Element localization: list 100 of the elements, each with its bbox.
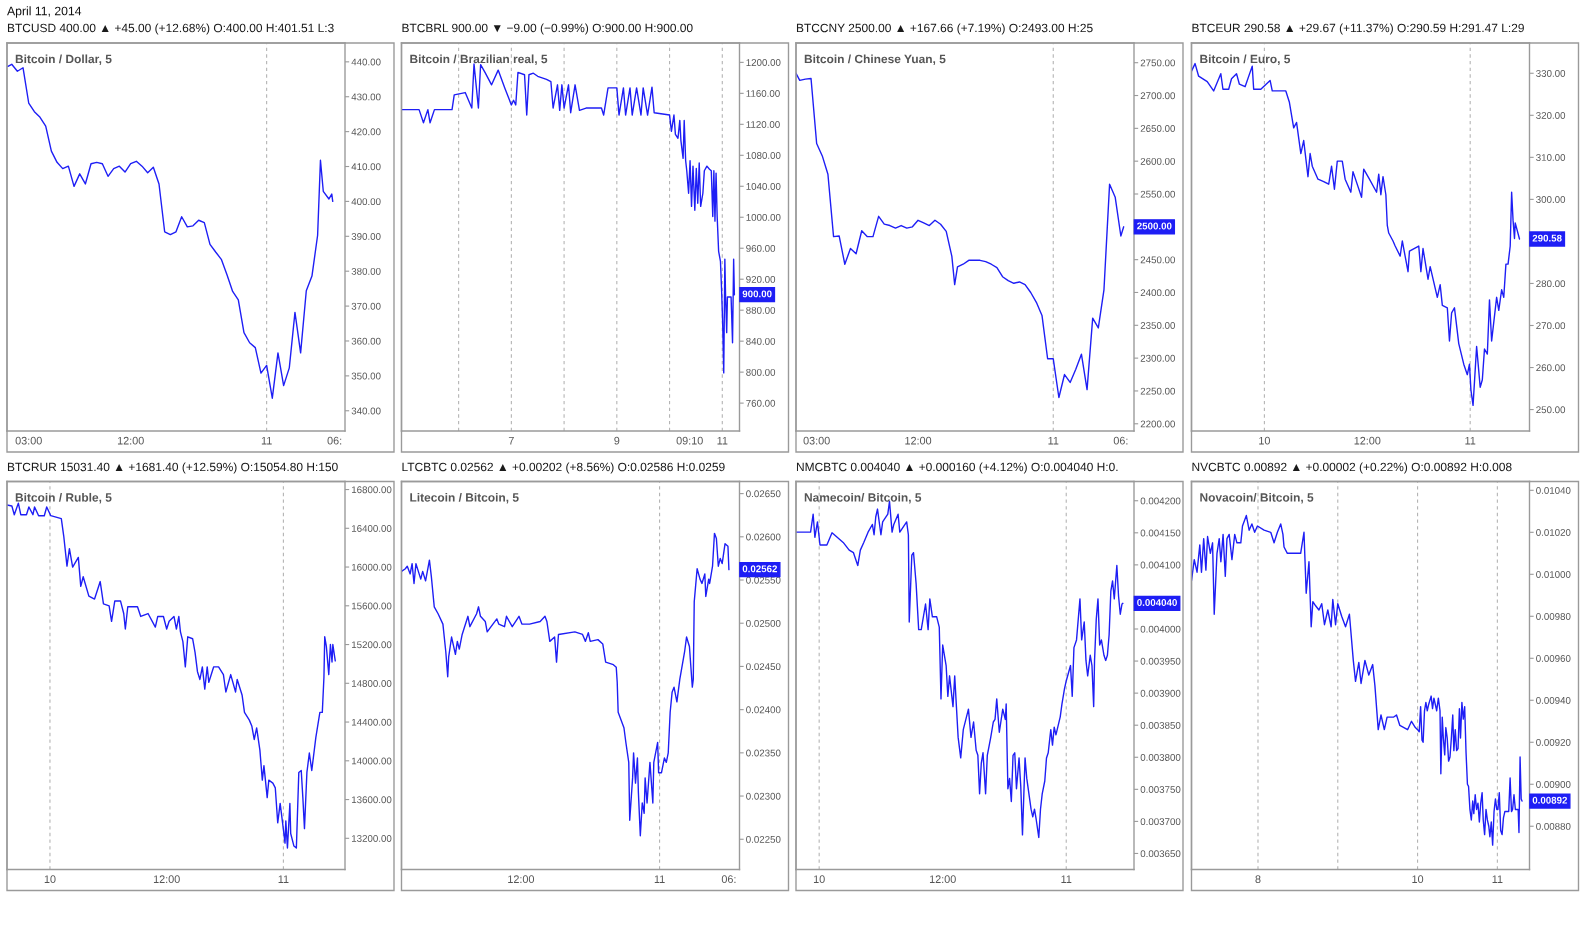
x-tick-label: 12:00	[1354, 436, 1381, 445]
y-tick-label: 2450.00	[1140, 256, 1176, 264]
y-tick-label: 14400.00	[351, 718, 392, 726]
y-tick-label: 0.00920	[1536, 739, 1571, 746]
y-tick-label: 2750.00	[1140, 59, 1176, 67]
y-tick-label: 0.004100	[1140, 561, 1181, 569]
x-tick-label: 12:00	[905, 436, 932, 445]
y-tick-label: 360.00	[351, 337, 381, 345]
y-tick-label: 0.004150	[1140, 529, 1181, 537]
text: Novacoin/ Bitcoin, 5	[1200, 492, 1314, 504]
y-tick-label: 0.003950	[1140, 657, 1181, 665]
y-tick-label: 250.00	[1536, 406, 1566, 414]
y-tick-label: 0.00880	[1536, 822, 1571, 830]
y-tick-label: 0.004200	[1140, 497, 1181, 505]
line-series	[7, 502, 336, 849]
y-tick-label: 0.003900	[1140, 689, 1181, 697]
x-tick-label: 10	[1259, 436, 1270, 445]
data-label: 2500.00	[1137, 222, 1172, 230]
text: Bitcoin / Dollar, 5	[15, 54, 112, 65]
text: Litecoin / Bitcoin, 5	[410, 492, 519, 504]
text: Bitcoin / Euro, 5	[1200, 54, 1291, 65]
x-tick-label: 11	[1061, 875, 1072, 883]
y-tick-label: 760.00	[746, 399, 776, 407]
x-tick-label: 11	[278, 875, 289, 883]
chart-title: NVCBTC 0.00892 ▲ +0.00002 (+0.22%) O:0.00892 H:0.008	[1192, 462, 1512, 474]
y-tick-label: 16400.00	[351, 525, 392, 532]
y-tick-label: 0.003650	[1140, 850, 1181, 858]
data-label: 900.00	[742, 290, 772, 298]
x-tick-label: 12:00	[117, 436, 144, 445]
y-tick-label: 2300.00	[1140, 354, 1176, 362]
y-tick-label: 310.00	[1536, 154, 1566, 161]
x-tick-label: 11	[654, 875, 665, 883]
y-tick-label: 0.02250	[746, 835, 781, 843]
text: Bitcoin / Chinese Yuan, 5	[804, 54, 946, 65]
y-tick-label: 0.00940	[1536, 697, 1571, 704]
y-tick-label: 280.00	[1536, 280, 1566, 288]
y-tick-label: 0.02400	[746, 706, 781, 714]
y-tick-label: 390.00	[351, 233, 381, 240]
y-tick-label: 0.01020	[1536, 529, 1571, 536]
x-tick-label: 06:	[721, 875, 736, 884]
chart-title: NMCBTC 0.004040 ▲ +0.000160 (+4.12%) O:0.004040 H:0.	[796, 462, 1118, 474]
y-tick-label: 300.00	[1536, 196, 1566, 203]
y-tick-label: 16800.00	[351, 486, 392, 494]
y-tick-label: 0.003700	[1140, 818, 1181, 826]
chart-title: LTCBTC 0.02562 ▲ +0.00202 (+8.56%) O:0.02586 H:0.0259	[402, 462, 725, 474]
x-tick-label: 11	[1465, 436, 1476, 445]
x-tick-label: 09:10	[676, 436, 703, 445]
x-tick-label: 11	[1492, 875, 1503, 883]
y-tick-label: 0.00960	[1536, 655, 1571, 662]
chart-title: BTCEUR 290.58 ▲ +29.67 (+11.37%) O:290.59 H:291.47 L:29	[1192, 23, 1524, 35]
y-tick-label: 14800.00	[351, 680, 392, 687]
y-tick-label: 430.00	[351, 93, 381, 101]
x-tick-label: 03:00	[803, 436, 830, 445]
chart-title: BTCCNY 2500.00 ▲ +167.66 (+7.19%) O:2493.00 H:25	[796, 23, 1093, 35]
line-series	[796, 72, 1125, 399]
y-tick-label: 2350.00	[1140, 322, 1176, 329]
y-tick-label: 0.02300	[746, 792, 781, 800]
y-tick-label: 800.00	[746, 368, 776, 376]
y-tick-label: 840.00	[746, 337, 776, 345]
y-tick-label: 0.02350	[746, 749, 781, 757]
y-tick-label: 14000.00	[351, 757, 392, 765]
y-tick-label: 13600.00	[351, 796, 392, 804]
y-tick-label: 410.00	[351, 163, 381, 171]
y-tick-label: 920.00	[746, 275, 776, 283]
y-tick-label: 0.003800	[1140, 754, 1181, 761]
y-tick-label: 320.00	[1536, 112, 1566, 119]
text: April 11, 2014	[7, 6, 82, 18]
line-series	[7, 63, 334, 399]
y-tick-label: 1080.00	[746, 152, 781, 159]
y-tick-label: 2650.00	[1140, 125, 1176, 132]
y-tick-label: 0.02450	[746, 663, 781, 671]
y-tick-label: 0.02650	[746, 490, 781, 498]
y-tick-label: 440.00	[351, 58, 381, 66]
y-tick-label: 0.02600	[746, 533, 781, 541]
y-tick-label: 2250.00	[1140, 387, 1176, 395]
y-tick-label: 0.01040	[1536, 487, 1571, 494]
y-tick-label: 420.00	[351, 128, 381, 136]
text: Bitcoin / Ruble, 5	[15, 492, 112, 504]
x-tick-label: 12:00	[508, 875, 535, 884]
y-tick-label: 1120.00	[746, 121, 780, 128]
y-tick-label: 270.00	[1536, 322, 1566, 330]
y-tick-label: 2200.00	[1140, 420, 1176, 428]
y-tick-label: 2550.00	[1140, 190, 1176, 198]
y-tick-label: 0.00900	[1536, 780, 1571, 788]
y-tick-label: 0.02550	[746, 576, 781, 584]
y-tick-label: 350.00	[351, 372, 381, 380]
text: Namecoin/ Bitcoin, 5	[804, 492, 922, 504]
x-tick-label: 11	[717, 436, 728, 445]
x-tick-label: 12:00	[153, 875, 180, 884]
y-tick-label: 13200.00	[351, 835, 392, 842]
y-tick-label: 960.00	[746, 244, 776, 252]
y-tick-label: 2400.00	[1140, 289, 1176, 297]
y-tick-label: 400.00	[351, 198, 381, 206]
x-tick-label: 06:	[327, 436, 342, 445]
x-tick-label: 9	[614, 436, 620, 445]
chart-title: BTCUSD 400.00 ▲ +45.00 (+12.68%) O:400.00 H:401.51 L:3	[7, 23, 334, 35]
line-series	[401, 63, 736, 374]
y-tick-label: 330.00	[1536, 70, 1566, 77]
y-tick-label: 1000.00	[746, 213, 781, 221]
y-tick-label: 2700.00	[1140, 92, 1176, 100]
